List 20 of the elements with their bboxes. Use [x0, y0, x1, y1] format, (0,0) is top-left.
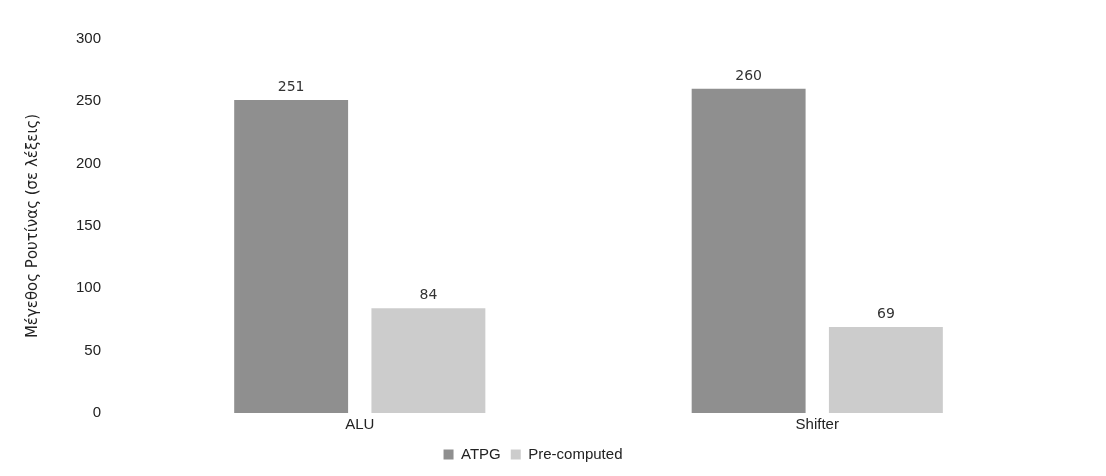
data-label: 84	[419, 285, 438, 302]
bar	[828, 326, 943, 413]
legend-label: Pre-computed	[528, 444, 623, 462]
x-tick-label: ALU	[345, 415, 375, 433]
y-tick-label: 250	[76, 91, 102, 109]
y-tick-label: 300	[76, 29, 102, 47]
y-axis-title: Μέγεθος Ρουτίνας (σε λέξεις)	[22, 113, 41, 339]
bar	[234, 100, 349, 413]
bar	[691, 88, 806, 413]
y-tick-label: 150	[76, 216, 102, 234]
legend-label: ATPG	[461, 444, 501, 462]
y-tick-label: 0	[92, 403, 102, 421]
y-tick-label: 100	[76, 278, 102, 296]
data-label: 260	[735, 66, 762, 83]
x-tick-label: Shifter	[795, 415, 839, 433]
y-tick-label: 50	[84, 340, 102, 358]
data-label: 251	[277, 77, 305, 94]
y-tick-label: 200	[76, 153, 102, 171]
bar	[371, 308, 486, 413]
data-label: 69	[876, 304, 895, 321]
